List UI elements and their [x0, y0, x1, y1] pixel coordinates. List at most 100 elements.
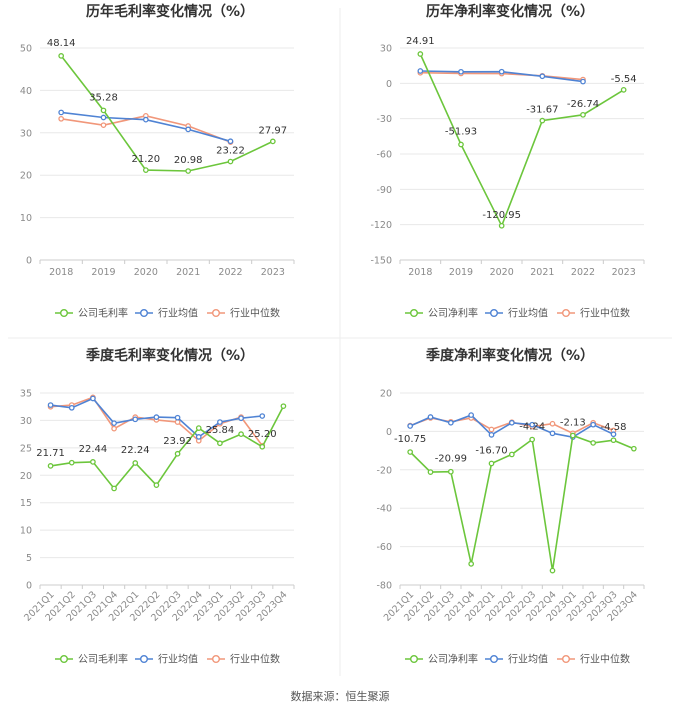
data-point-mean: [407, 423, 414, 429]
chart-title: 历年毛利率变化情况（%）: [86, 3, 254, 20]
data-label: -31.67: [526, 105, 558, 116]
y-tick-label: 30: [20, 416, 32, 427]
data-point-mean: [468, 412, 475, 418]
y-tick-label: -80: [376, 581, 392, 592]
legend-marker-median: [562, 309, 571, 318]
y-tick-label: -40: [376, 504, 392, 515]
data-point-company: [217, 440, 223, 447]
data-point-company: [132, 460, 139, 466]
data-label: -10.75: [394, 434, 426, 445]
y-tick-label: 10: [20, 213, 32, 224]
legend-label-median: 行业中位数: [580, 307, 630, 320]
y-tick-label: 20: [380, 389, 392, 400]
data-point-mean: [195, 434, 202, 440]
legend-marker-mean: [139, 655, 148, 664]
x-tick-label: 2018: [408, 267, 432, 278]
data-label: 21.20: [132, 154, 161, 165]
data-point-company: [185, 168, 192, 174]
data-point-mean: [132, 416, 139, 423]
y-tick-label: -150: [370, 256, 392, 267]
legend-marker-company: [410, 309, 419, 318]
legend-label-mean: 行业均值: [158, 653, 198, 666]
data-point-mean: [111, 420, 117, 427]
data-point-mean: [185, 126, 192, 133]
y-tick-label: -90: [376, 185, 392, 196]
data-point-mean: [529, 421, 536, 428]
y-tick-label: 0: [386, 427, 392, 438]
chart-title: 季度毛利率变化情况（%）: [85, 347, 254, 364]
data-point-company: [590, 440, 597, 446]
x-tick-label: 2021: [530, 267, 554, 278]
series-line-company: [409, 434, 635, 571]
y-tick-label: -120: [370, 220, 392, 231]
data-point-mean: [174, 414, 181, 421]
data-label: -120.95: [482, 210, 521, 221]
data-point-company: [417, 51, 424, 57]
data-label: -20.99: [435, 454, 467, 465]
legend-label-mean: 行业均值: [508, 307, 548, 320]
x-tick-label: 2022: [218, 267, 242, 278]
y-tick-label: 20: [20, 171, 32, 182]
chart-title: 历年净利率变化情况（%）: [426, 3, 594, 20]
chart-1: 历年毛利率变化情况（%） 0 10 20 30 40 50 2018 2019 2020 2021 2…: [20, 3, 295, 320]
data-point-mean: [90, 395, 96, 402]
legend-marker-median: [211, 309, 220, 318]
data-point-company: [620, 87, 627, 93]
data-point-mean: [458, 68, 464, 75]
x-tick-label: 2023: [612, 267, 636, 278]
data-point-company: [427, 469, 434, 475]
data-label: 35.28: [89, 92, 118, 103]
data-label: 24.91: [406, 36, 435, 47]
data-point-company: [269, 138, 276, 145]
data-point-company: [68, 459, 75, 466]
data-point-mean: [238, 415, 244, 422]
data-label: 48.14: [47, 38, 76, 49]
data-point-company: [90, 459, 96, 465]
data-point-company: [195, 425, 202, 431]
data-point-company: [458, 141, 464, 148]
y-tick-label: -60: [376, 150, 392, 161]
legend-label-company: 公司毛利率: [78, 307, 128, 320]
data-point-mean: [417, 68, 424, 74]
y-tick-label: 15: [20, 498, 32, 509]
data-point-company: [569, 432, 576, 439]
series-line-company: [50, 405, 285, 490]
data-point-median: [488, 426, 495, 433]
data-point-mean: [217, 419, 223, 425]
data-point-company: [447, 468, 454, 475]
data-label: 25.20: [248, 429, 277, 440]
data-point-mean: [100, 114, 107, 121]
series-line-company: [419, 53, 625, 228]
data-point-company: [100, 107, 107, 114]
data-point-company: [549, 567, 556, 574]
x-tick-label: 2020: [490, 267, 514, 278]
data-point-company: [58, 53, 65, 59]
data-point-median: [549, 420, 556, 427]
data-point-company: [47, 463, 54, 469]
legend-label-mean: 行业均值: [508, 653, 548, 666]
data-point-mean: [488, 432, 495, 438]
data-label: 23.92: [163, 436, 192, 447]
y-tick-label: 30: [380, 44, 392, 55]
y-tick-label: 40: [20, 86, 32, 97]
legend-label-company: 公司净利率: [428, 653, 478, 666]
x-tick-label: 2022: [571, 267, 595, 278]
data-point-company: [488, 460, 495, 467]
data-label: -4.58: [601, 422, 627, 433]
x-tick-label: 2019: [91, 267, 115, 278]
y-tick-label: 25: [20, 443, 32, 454]
data-label: -2.13: [560, 417, 586, 428]
y-tick-label: 0: [26, 256, 32, 267]
data-point-company: [238, 431, 244, 437]
y-tick-label: -30: [376, 114, 392, 125]
legend-label-mean: 行业均值: [158, 307, 198, 320]
data-point-mean: [427, 414, 434, 420]
data-point-median: [100, 122, 107, 129]
data-point-company: [508, 451, 515, 458]
y-tick-label: 10: [20, 526, 32, 537]
x-tick-label: 2018: [49, 267, 73, 278]
data-point-company: [153, 482, 160, 489]
legend-marker-company: [60, 655, 69, 664]
data-label: 23.22: [216, 146, 245, 157]
